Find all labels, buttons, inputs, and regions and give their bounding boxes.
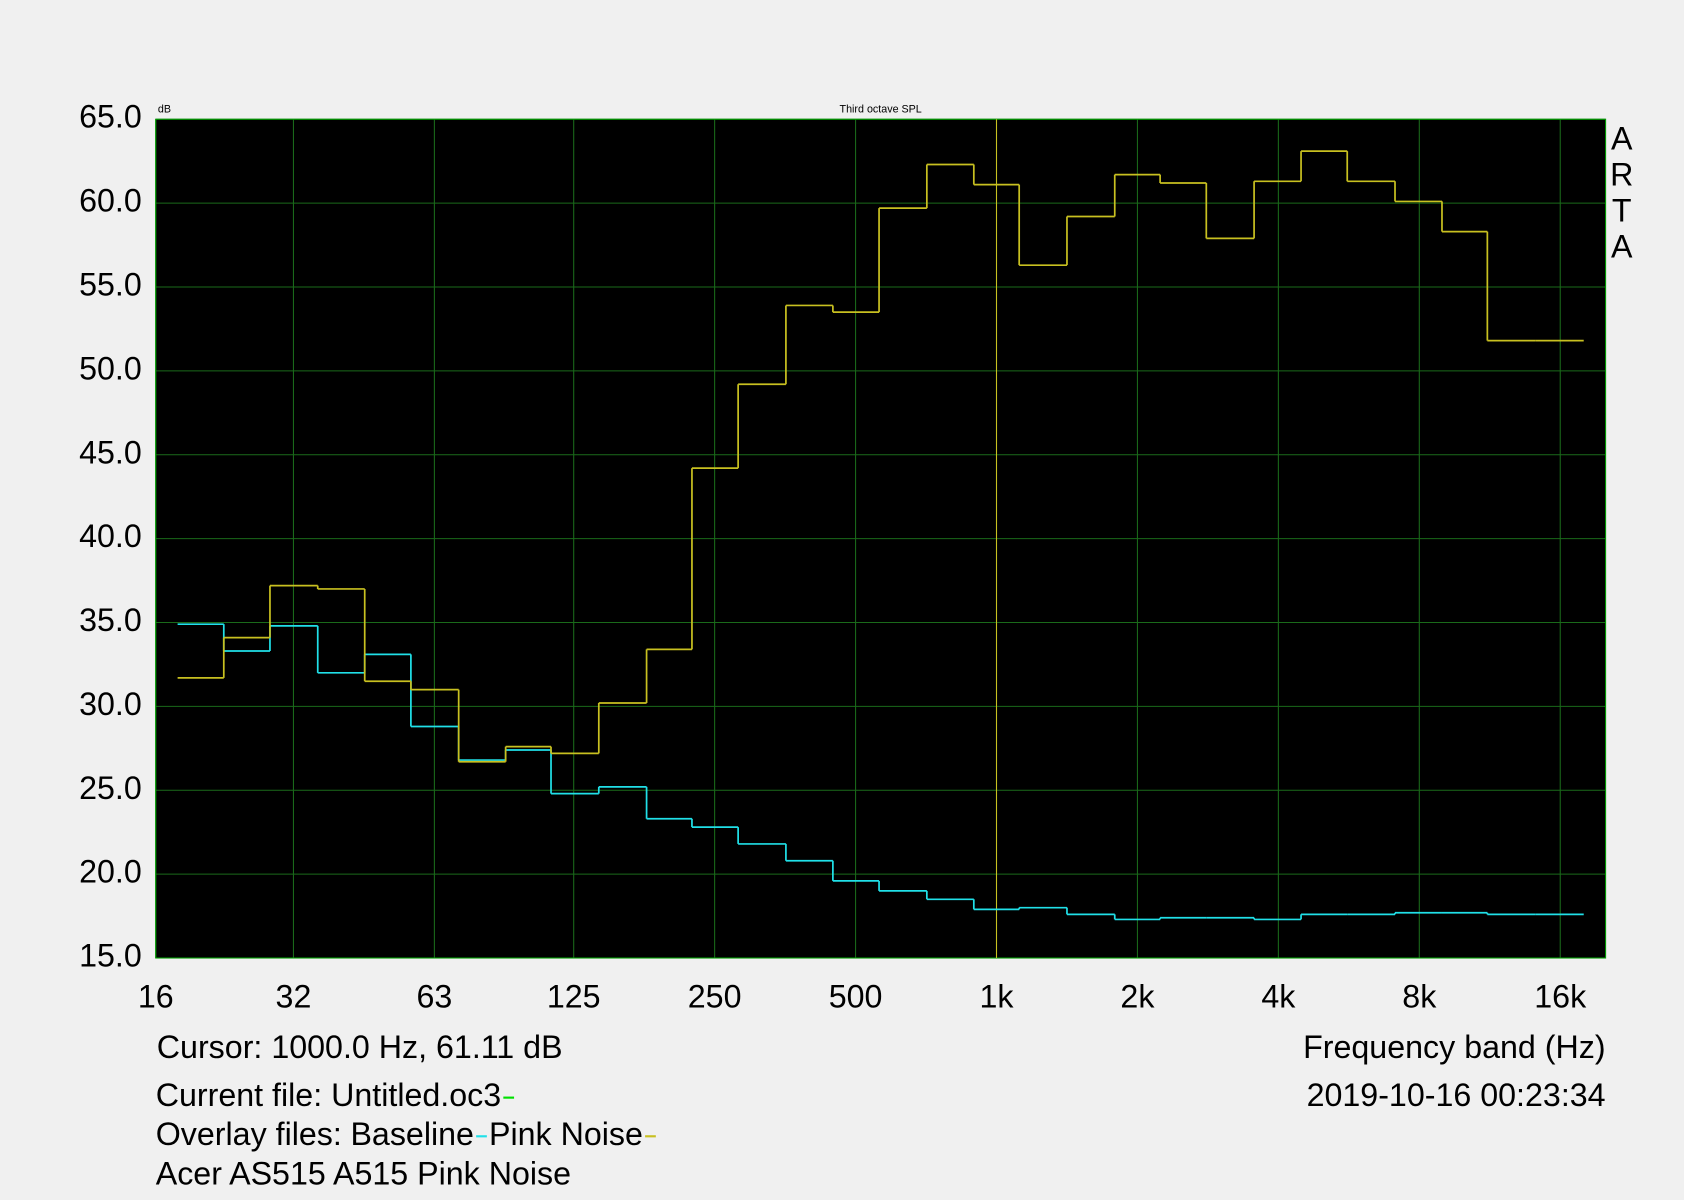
y-unit: dB (158, 103, 171, 115)
x-tick-label: 125 (547, 978, 601, 1014)
y-tick-label: 60.0 (79, 183, 142, 219)
chart-title: Third octave SPL (840, 103, 922, 115)
overlay-label: Overlay files: (156, 1116, 342, 1152)
step-riser (222, 151, 1489, 762)
y-tick-label: 30.0 (79, 686, 142, 722)
x-tick-label: 4k (1261, 978, 1296, 1014)
x-tick-label: 250 (688, 978, 742, 1014)
legend-entry: Baseline (350, 1116, 474, 1152)
y-tick-label: 20.0 (79, 854, 142, 890)
plot-border (155, 118, 1607, 959)
x-tick-label: 8k (1402, 978, 1437, 1014)
x-tick-label: 500 (829, 978, 883, 1014)
watermark: ARTA (1604, 120, 1640, 264)
y-tick-label: 15.0 (79, 938, 142, 974)
legend-entry: Pink Noise (489, 1116, 643, 1152)
x-tick-label: 16 (138, 978, 174, 1014)
cursor-readout: Cursor: 1000.0 Hz, 61.11 dB (157, 1029, 563, 1065)
x-tick-label: 2k (1120, 978, 1155, 1014)
x-axis-label: Frequency band (Hz) (1303, 1029, 1606, 1065)
current-file: Current file: Untitled.oc3 (156, 1077, 501, 1113)
x-tick-label: 32 (276, 978, 312, 1014)
y-tick-label: 40.0 (79, 518, 142, 554)
y-tick-label: 50.0 (79, 350, 142, 386)
y-tick-label: 55.0 (79, 267, 142, 303)
timestamp: 2019-10-16 00:23:34 (1307, 1077, 1606, 1113)
y-tick-label: 35.0 (79, 602, 142, 638)
y-tick-label: 25.0 (79, 770, 142, 806)
note: Acer AS515 A515 Pink Noise (156, 1156, 571, 1192)
x-tick-label: 1k (979, 978, 1014, 1014)
x-tick-label: 16k (1534, 978, 1587, 1014)
x-tick-label: 63 (416, 978, 452, 1014)
y-tick-label: 45.0 (79, 434, 142, 470)
y-tick-label: 65.0 (79, 99, 142, 135)
